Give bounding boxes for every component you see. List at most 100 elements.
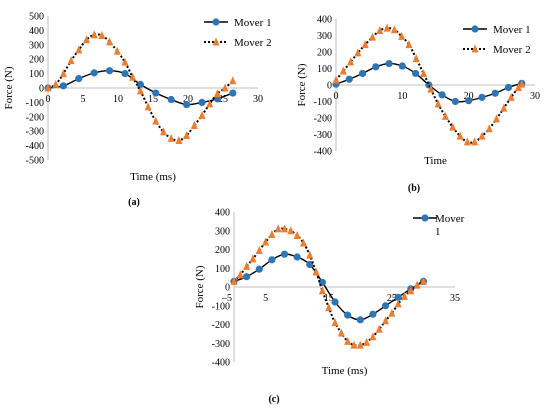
y-tick-label: 300 (29, 40, 44, 51)
legend-marker (212, 18, 220, 26)
data-point (113, 46, 121, 55)
data-point (129, 72, 137, 81)
data-point (106, 37, 114, 46)
y-tick-label: -300 (26, 127, 44, 138)
y-tick-label: 200 (215, 245, 230, 256)
y-tick-label: -100 (314, 97, 332, 108)
data-point (121, 57, 129, 66)
data-point (345, 75, 353, 83)
data-point (75, 75, 83, 83)
x-tick-label: 35 (450, 293, 460, 304)
panel-label: (b) (408, 183, 420, 194)
x-tick-label: 5 (81, 94, 86, 105)
data-point (280, 250, 289, 258)
legend-marker (471, 25, 479, 33)
data-point (332, 75, 340, 84)
data-point (136, 80, 144, 88)
data-point (344, 336, 352, 345)
data-point (281, 224, 289, 233)
legend-marker (471, 44, 479, 53)
series-line (233, 253, 424, 321)
y-tick-label: 400 (29, 26, 44, 37)
data-point (312, 267, 320, 276)
data-point (398, 62, 406, 70)
x-axis-title: Time (424, 155, 447, 167)
x-tick-label: 5 (263, 293, 268, 304)
data-point (369, 332, 377, 341)
data-point (167, 133, 175, 142)
data-point (350, 340, 358, 349)
y-tick-label: 100 (29, 69, 44, 80)
data-point (478, 131, 486, 140)
data-point (243, 273, 251, 281)
data-point (339, 66, 347, 75)
data-point (198, 98, 206, 106)
x-tick-label: 30 (253, 94, 263, 105)
legend: Mover 1 Mover 2 (204, 17, 272, 49)
y-axis-title: Force (N) (3, 66, 15, 109)
panel-label: (c) (268, 394, 279, 405)
data-point (427, 84, 435, 93)
data-point (441, 111, 449, 120)
y-tick-label: -500 (26, 156, 44, 167)
data-point (44, 83, 52, 92)
data-point (363, 337, 371, 346)
data-point (229, 89, 237, 97)
y-tick-label: -200 (314, 114, 332, 125)
data-point (175, 136, 183, 145)
y-axis-title: Force (N) (194, 265, 206, 308)
x-tick-label: 20 (464, 91, 474, 102)
x-axis-title: Time (ms) (130, 171, 176, 183)
y-tick-label: 300 (215, 226, 230, 237)
y-tick-label: 400 (215, 208, 230, 219)
data-point (434, 99, 442, 108)
y-tick-label: 0 (327, 81, 332, 92)
data-point (354, 48, 362, 57)
data-point (160, 127, 167, 136)
data-point (388, 308, 396, 317)
data-point (325, 303, 333, 312)
x-tick-label: 0 (46, 94, 51, 105)
data-point (206, 99, 214, 108)
data-point (493, 114, 501, 123)
x-tick-label: 10 (397, 91, 407, 102)
data-point (198, 110, 206, 119)
y-tick-label: 0 (225, 283, 230, 294)
data-point (293, 253, 301, 261)
x-tick-label: 0 (334, 91, 339, 102)
y-tick-label: -400 (26, 141, 44, 152)
data-point (398, 31, 406, 40)
y-tick-label: -100 (26, 98, 44, 109)
data-point (413, 280, 421, 289)
data-point (400, 291, 408, 300)
x-tick-label: 20 (183, 94, 193, 105)
data-point (356, 340, 364, 349)
data-point (255, 245, 263, 254)
data-point (331, 318, 339, 327)
data-point (491, 89, 499, 97)
data-point (344, 311, 352, 319)
y-tick-label: 500 (29, 12, 44, 23)
y-tick-label: -300 (212, 339, 230, 350)
data-point (356, 316, 364, 324)
data-point (230, 276, 238, 285)
data-point (394, 299, 402, 308)
y-tick-label: 400 (317, 15, 332, 26)
data-point (412, 54, 420, 63)
data-point (420, 68, 428, 77)
x-tick-label: 30 (530, 91, 540, 102)
data-point (106, 67, 114, 75)
data-point (213, 89, 221, 98)
data-point (518, 79, 526, 88)
data-point (412, 69, 420, 78)
data-point (368, 32, 376, 41)
data-point (390, 25, 398, 34)
x-axis-title: Time (ms) (322, 365, 368, 377)
data-point (361, 40, 369, 49)
data-point (167, 95, 175, 104)
data-point (507, 92, 515, 101)
data-point (136, 86, 144, 95)
data-point (236, 270, 244, 279)
